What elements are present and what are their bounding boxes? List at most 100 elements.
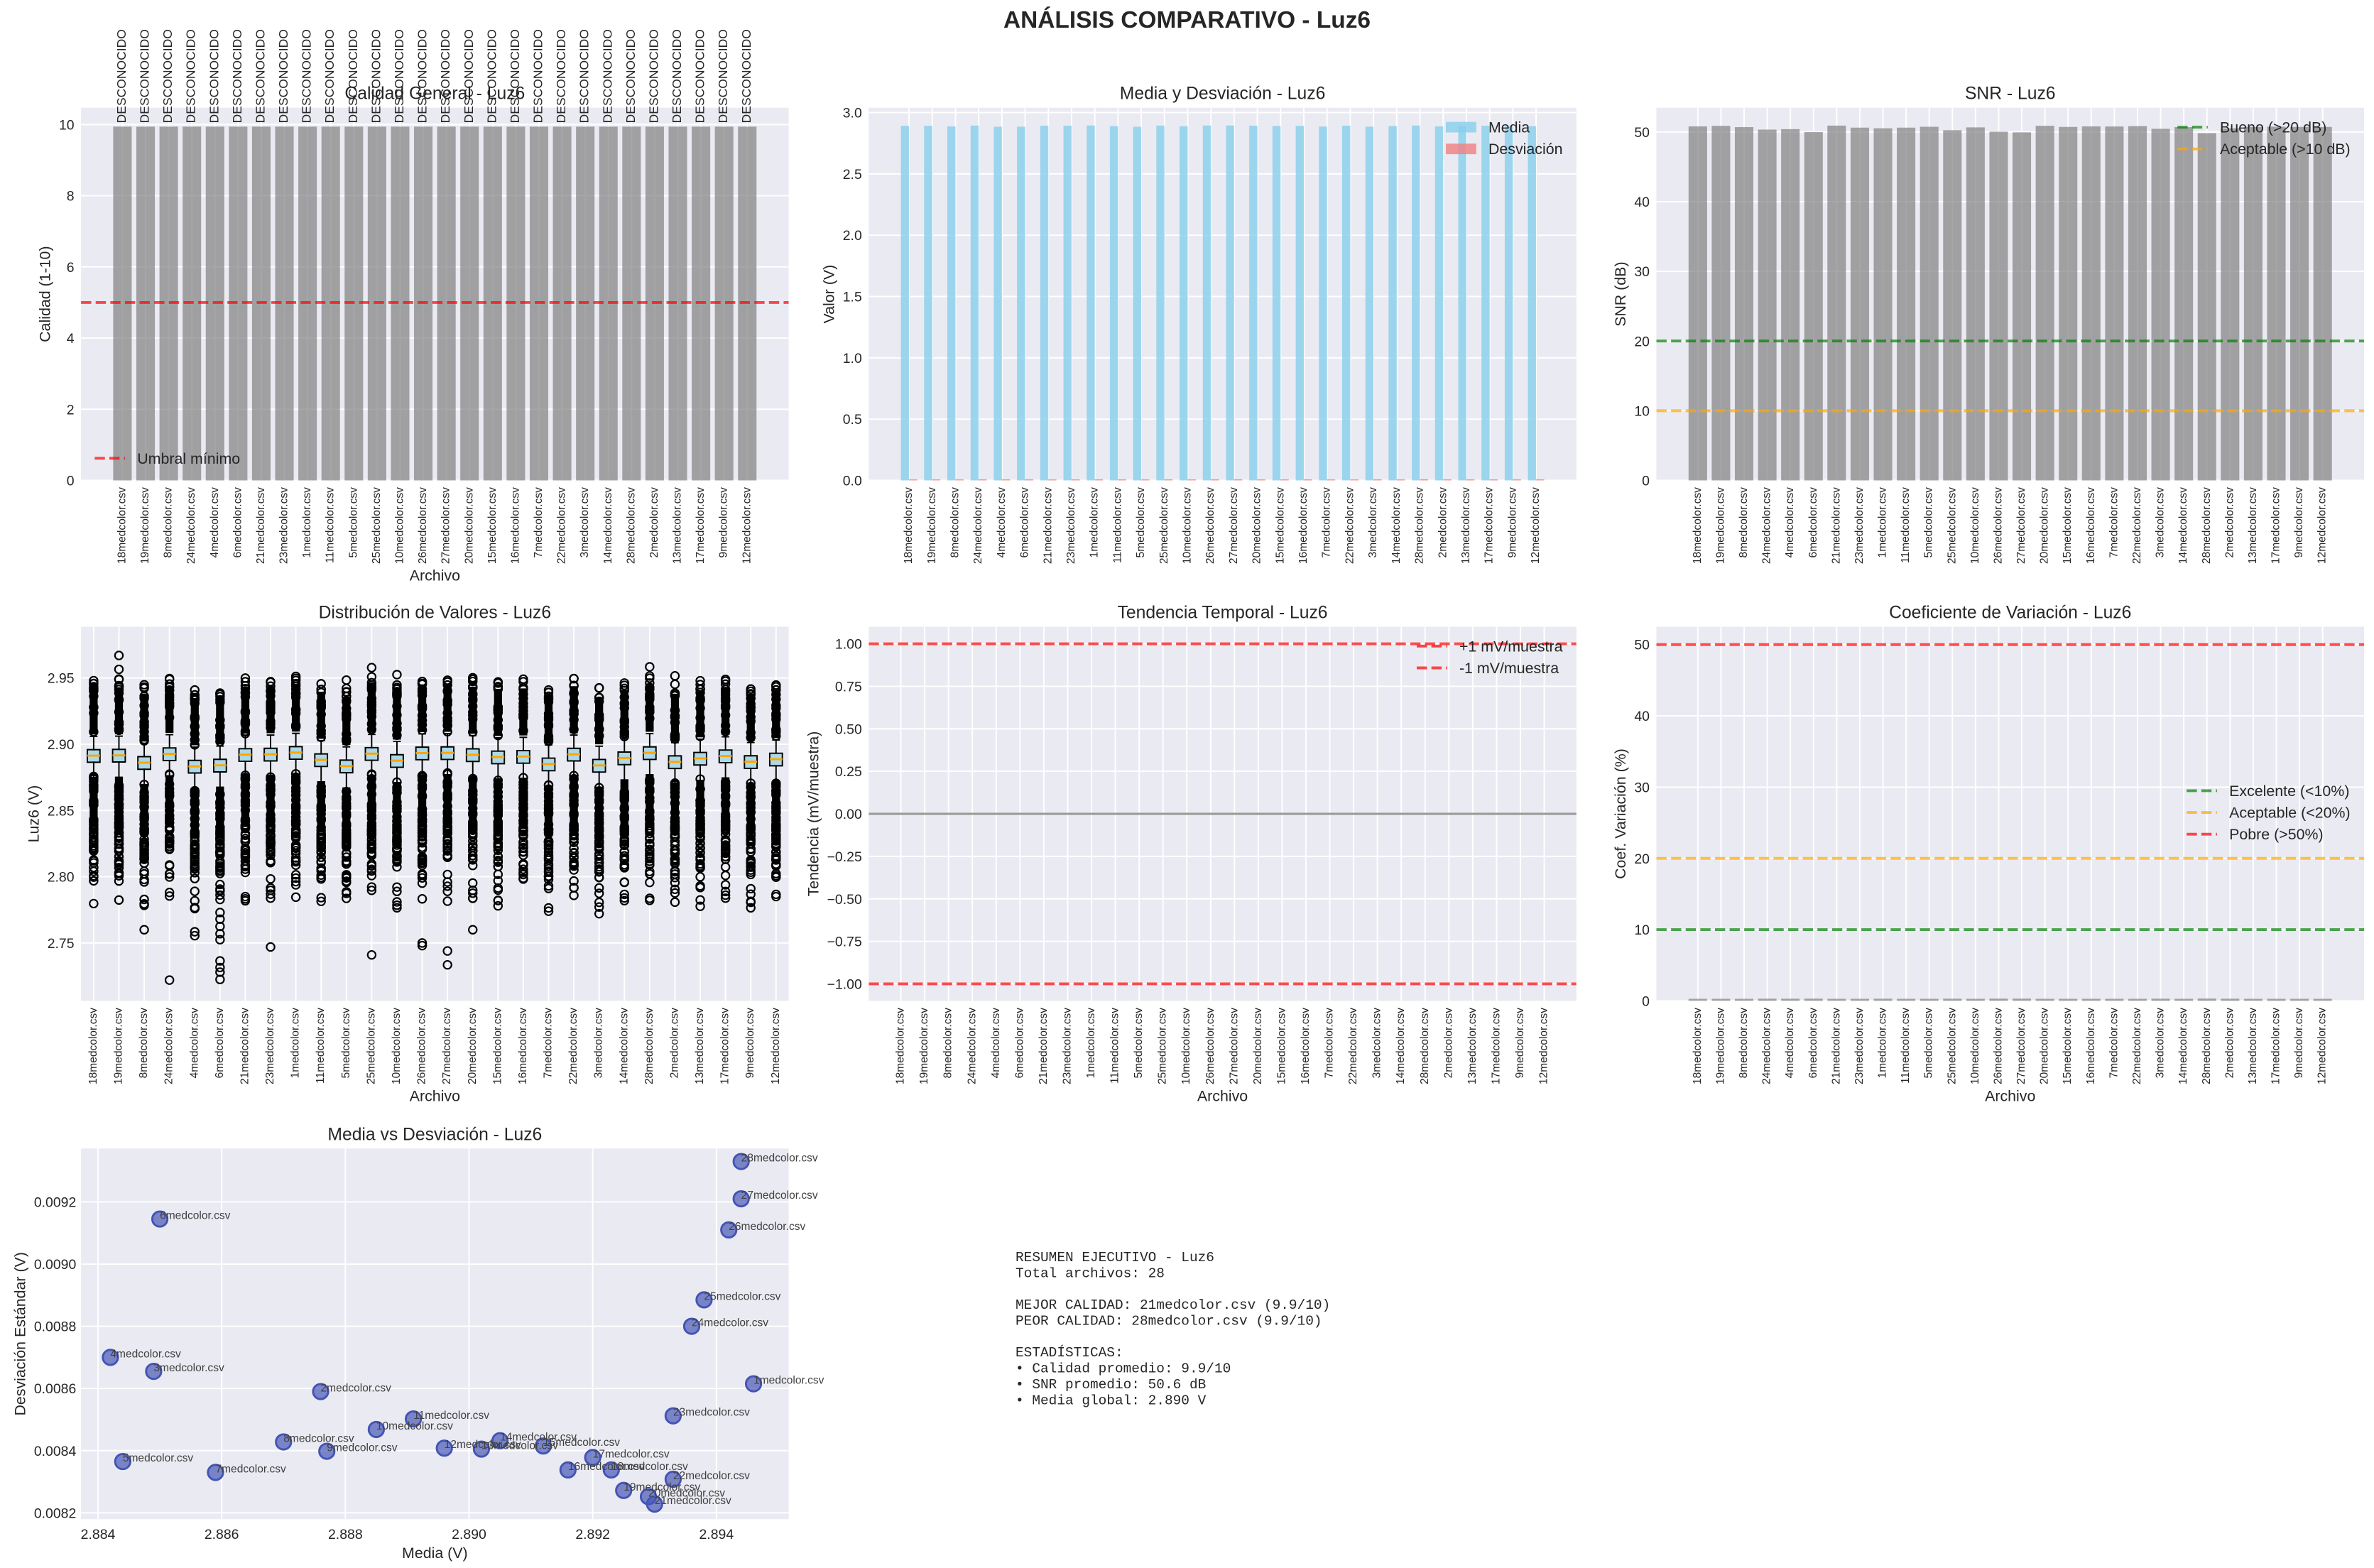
svg-text:9medcolor.csv: 9medcolor.csv	[718, 487, 730, 558]
svg-text:DESCONOCIDO: DESCONOCIDO	[739, 29, 753, 123]
svg-text:DESCONOCIDO: DESCONOCIDO	[300, 29, 314, 123]
svg-text:50: 50	[1634, 125, 1650, 141]
svg-text:25medcolor.csv: 25medcolor.csv	[365, 1008, 377, 1084]
svg-text:3medcolor.csv: 3medcolor.csv	[593, 1008, 605, 1079]
svg-text:2.80: 2.80	[48, 870, 75, 886]
svg-text:24medcolor.csv: 24medcolor.csv	[163, 1008, 175, 1084]
svg-text:Umbral mínimo: Umbral mínimo	[137, 450, 240, 467]
svg-text:26medcolor.csv: 26medcolor.csv	[416, 1008, 428, 1084]
svg-text:25medcolor.csv: 25medcolor.csv	[1946, 487, 1958, 564]
svg-text:26medcolor.csv: 26medcolor.csv	[1204, 487, 1216, 564]
svg-text:1medcolor.csv: 1medcolor.csv	[753, 1375, 824, 1387]
svg-text:21medcolor.csv: 21medcolor.csv	[1038, 1008, 1050, 1084]
svg-text:16medcolor.csv: 16medcolor.csv	[2085, 487, 2097, 564]
svg-text:13medcolor.csv: 13medcolor.csv	[2247, 487, 2259, 564]
svg-text:26medcolor.csv: 26medcolor.csv	[1204, 1008, 1216, 1084]
svg-text:6medcolor.csv: 6medcolor.csv	[1807, 1008, 1819, 1079]
svg-text:2.894: 2.894	[699, 1527, 734, 1542]
svg-text:2medcolor.csv: 2medcolor.csv	[2223, 487, 2236, 558]
svg-text:7medcolor.csv: 7medcolor.csv	[533, 487, 545, 558]
svg-text:21medcolor.csv: 21medcolor.csv	[255, 487, 267, 564]
svg-text:22medcolor.csv: 22medcolor.csv	[1347, 1008, 1359, 1084]
svg-text:20: 20	[1634, 851, 1650, 867]
svg-text:Valor (V): Valor (V)	[821, 265, 838, 324]
svg-text:17medcolor.csv: 17medcolor.csv	[719, 1008, 731, 1084]
svg-text:6: 6	[67, 260, 75, 276]
svg-text:9medcolor.csv: 9medcolor.csv	[1514, 1008, 1526, 1079]
svg-text:DESCONOCIDO: DESCONOCIDO	[184, 29, 198, 123]
svg-text:28medcolor.csv: 28medcolor.csv	[2201, 487, 2213, 564]
svg-text:28medcolor.csv: 28medcolor.csv	[1419, 1008, 1431, 1084]
svg-text:40: 40	[1634, 709, 1650, 724]
svg-text:2medcolor.csv: 2medcolor.csv	[1437, 487, 1449, 558]
svg-text:10medcolor.csv: 10medcolor.csv	[1969, 1008, 1981, 1084]
svg-text:PEOR CALIDAD: 28medcolor.csv (: PEOR CALIDAD: 28medcolor.csv (9.9/10)	[1016, 1314, 1322, 1329]
svg-text:25medcolor.csv: 25medcolor.csv	[371, 487, 383, 564]
svg-text:16medcolor.csv: 16medcolor.csv	[568, 1461, 645, 1473]
svg-text:16medcolor.csv: 16medcolor.csv	[509, 487, 521, 564]
svg-text:11medcolor.csv: 11medcolor.csv	[413, 1410, 489, 1422]
svg-text:12medcolor.csv: 12medcolor.csv	[445, 1439, 521, 1451]
svg-text:20medcolor.csv: 20medcolor.csv	[2039, 487, 2051, 564]
svg-text:27medcolor.csv: 27medcolor.csv	[440, 487, 452, 564]
svg-text:30: 30	[1634, 780, 1650, 795]
svg-text:8medcolor.csv: 8medcolor.csv	[1738, 1008, 1750, 1079]
svg-text:18medcolor.csv: 18medcolor.csv	[611, 1461, 688, 1473]
svg-text:5medcolor.csv: 5medcolor.csv	[347, 487, 359, 558]
svg-text:Calidad General - Luz6: Calidad General - Luz6	[344, 85, 525, 104]
svg-text:• Media global: 2.890 V: • Media global: 2.890 V	[1016, 1393, 1207, 1408]
svg-text:0.0088: 0.0088	[34, 1319, 76, 1335]
svg-text:0.0082: 0.0082	[34, 1506, 76, 1521]
svg-text:DESCONOCIDO: DESCONOCIDO	[392, 29, 406, 123]
svg-text:24medcolor.csv: 24medcolor.csv	[1761, 1008, 1773, 1084]
svg-text:12medcolor.csv: 12medcolor.csv	[770, 1008, 782, 1084]
svg-text:7medcolor.csv: 7medcolor.csv	[215, 1463, 286, 1475]
svg-text:0.0092: 0.0092	[34, 1195, 76, 1211]
svg-text:DESCONOCIDO: DESCONOCIDO	[415, 29, 430, 123]
svg-text:27medcolor.csv: 27medcolor.csv	[2015, 487, 2027, 564]
svg-text:14medcolor.csv: 14medcolor.csv	[1395, 1008, 1407, 1084]
svg-text:SNR (dB): SNR (dB)	[1612, 261, 1629, 326]
svg-text:5medcolor.csv: 5medcolor.csv	[1923, 487, 1935, 558]
svg-text:17medcolor.csv: 17medcolor.csv	[2270, 1008, 2282, 1084]
svg-text:1medcolor.csv: 1medcolor.csv	[1085, 1008, 1097, 1079]
svg-text:6medcolor.csv: 6medcolor.csv	[1019, 487, 1031, 558]
svg-text:3medcolor.csv: 3medcolor.csv	[153, 1362, 224, 1374]
svg-text:7medcolor.csv: 7medcolor.csv	[2108, 1008, 2120, 1079]
svg-text:27medcolor.csv: 27medcolor.csv	[441, 1008, 453, 1084]
svg-text:4medcolor.csv: 4medcolor.csv	[996, 487, 1008, 558]
svg-text:14medcolor.csv: 14medcolor.csv	[602, 487, 614, 564]
svg-text:MEJOR CALIDAD: 21medcolor.csv: MEJOR CALIDAD: 21medcolor.csv (9.9/10)	[1016, 1297, 1330, 1313]
svg-text:13medcolor.csv: 13medcolor.csv	[2247, 1008, 2259, 1084]
svg-text:1medcolor.csv: 1medcolor.csv	[301, 487, 313, 558]
svg-text:17medcolor.csv: 17medcolor.csv	[593, 1448, 670, 1460]
svg-text:20: 20	[1634, 334, 1650, 349]
svg-text:4medcolor.csv: 4medcolor.csv	[209, 487, 221, 558]
svg-text:2medcolor.csv: 2medcolor.csv	[648, 487, 660, 558]
svg-text:20medcolor.csv: 20medcolor.csv	[1251, 487, 1263, 564]
svg-text:SNR - Luz6: SNR - Luz6	[1965, 85, 2056, 104]
svg-text:16medcolor.csv: 16medcolor.csv	[517, 1008, 529, 1084]
svg-text:DESCONOCIDO: DESCONOCIDO	[577, 29, 592, 123]
svg-text:17medcolor.csv: 17medcolor.csv	[1483, 487, 1496, 564]
svg-text:8medcolor.csv: 8medcolor.csv	[283, 1432, 354, 1444]
svg-text:0.25: 0.25	[835, 764, 862, 780]
svg-text:17medcolor.csv: 17medcolor.csv	[2270, 487, 2282, 564]
svg-text:1.0: 1.0	[843, 351, 862, 366]
svg-text:0.75: 0.75	[835, 679, 862, 695]
svg-text:20medcolor.csv: 20medcolor.csv	[463, 487, 475, 564]
svg-text:−1.00: −1.00	[827, 977, 862, 993]
svg-text:13medcolor.csv: 13medcolor.csv	[1466, 1008, 1479, 1084]
svg-text:23medcolor.csv: 23medcolor.csv	[1853, 1008, 1866, 1084]
svg-text:19medcolor.csv: 19medcolor.csv	[139, 487, 151, 564]
svg-text:4medcolor.csv: 4medcolor.csv	[188, 1008, 200, 1079]
svg-text:15medcolor.csv: 15medcolor.csv	[491, 1008, 503, 1084]
svg-text:19medcolor.csv: 19medcolor.csv	[918, 1008, 930, 1084]
svg-text:DESCONOCIDO: DESCONOCIDO	[462, 29, 476, 123]
svg-text:3medcolor.csv: 3medcolor.csv	[579, 487, 591, 558]
svg-text:5medcolor.csv: 5medcolor.csv	[1135, 487, 1147, 558]
svg-text:1medcolor.csv: 1medcolor.csv	[1089, 487, 1101, 558]
svg-text:Total archivos: 28: Total archivos: 28	[1016, 1265, 1165, 1281]
svg-text:4medcolor.csv: 4medcolor.csv	[1784, 1008, 1796, 1079]
svg-text:15medcolor.csv: 15medcolor.csv	[486, 487, 499, 564]
